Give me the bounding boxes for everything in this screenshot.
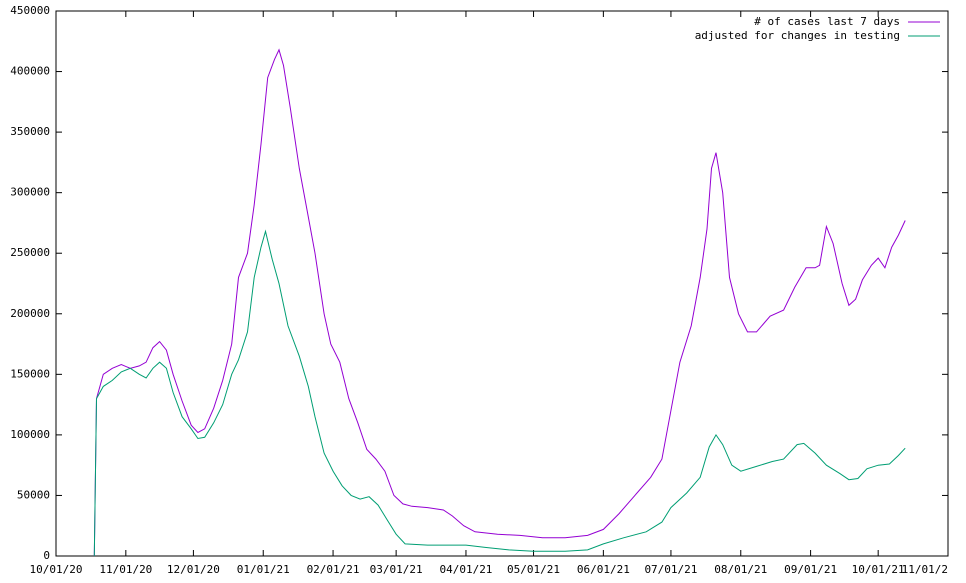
x-tick-label: 06/01/21 bbox=[577, 563, 630, 576]
x-tick-label: 11/01/2 bbox=[902, 563, 948, 576]
x-tick-label: 01/01/21 bbox=[237, 563, 290, 576]
y-tick-label: 150000 bbox=[10, 367, 50, 380]
x-tick-label: 11/01/20 bbox=[99, 563, 152, 576]
plot-frame bbox=[55, 10, 949, 557]
y-tick-label: 50000 bbox=[17, 488, 50, 501]
y-tick-label: 350000 bbox=[10, 125, 50, 138]
x-tick-label: 08/01/21 bbox=[714, 563, 767, 576]
x-tick-label: 05/01/21 bbox=[507, 563, 560, 576]
y-tick-label: 400000 bbox=[10, 65, 50, 78]
y-tick-label: 100000 bbox=[10, 428, 50, 441]
series-line bbox=[93, 48, 906, 557]
x-tick-label: 04/01/21 bbox=[439, 563, 492, 576]
series-line bbox=[93, 229, 906, 557]
x-tick-label: 02/01/21 bbox=[307, 563, 360, 576]
x-tick-label: 12/01/20 bbox=[167, 563, 220, 576]
y-tick-label: 250000 bbox=[10, 246, 50, 259]
x-tick-label: 03/01/21 bbox=[370, 563, 423, 576]
legend-label: # of cases last 7 days bbox=[754, 15, 900, 28]
x-tick-label: 10/01/20 bbox=[30, 563, 83, 576]
legend-label: adjusted for changes in testing bbox=[695, 29, 900, 42]
x-tick-label: 07/01/21 bbox=[644, 563, 697, 576]
x-tick-label: 10/01/21 bbox=[852, 563, 905, 576]
y-tick-label: 450000 bbox=[10, 4, 50, 17]
x-tick-label: 09/01/21 bbox=[784, 563, 837, 576]
y-tick-label: 200000 bbox=[10, 307, 50, 320]
y-tick-label: 0 bbox=[43, 549, 50, 562]
y-tick-label: 300000 bbox=[10, 186, 50, 199]
